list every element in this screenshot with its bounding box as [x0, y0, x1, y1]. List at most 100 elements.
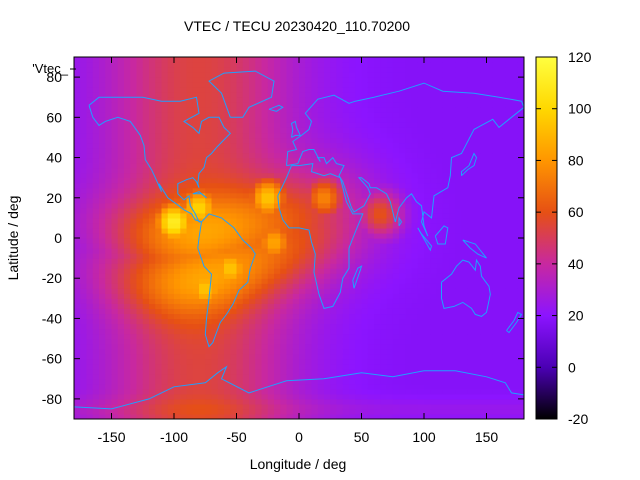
heatmap-cell [255, 383, 263, 390]
heatmap-cell [336, 288, 344, 294]
heatmap-cell [399, 333, 406, 340]
heatmap-cell [242, 222, 250, 229]
heatmap-cell [430, 303, 438, 309]
heatmap-cell [342, 243, 350, 249]
heatmap-cell [74, 122, 81, 128]
heatmap-cell [186, 187, 194, 194]
heatmap-cell [436, 293, 444, 299]
heatmap-cell [217, 97, 225, 103]
heatmap-cell [392, 263, 400, 269]
heatmap-cell [286, 182, 294, 189]
heatmap-cell [142, 353, 150, 360]
heatmap-cell [317, 268, 325, 274]
heatmap-cell [117, 112, 125, 118]
heatmap-cell [255, 57, 263, 63]
heatmap-cell [236, 187, 244, 194]
heatmap-cell [192, 408, 200, 415]
heatmap-cell [317, 393, 325, 400]
heatmap-cell [255, 192, 263, 199]
heatmap-cell [86, 187, 94, 194]
heatmap-cell [111, 263, 119, 269]
heatmap-cell [149, 393, 156, 400]
heatmap-cell [430, 62, 438, 68]
heatmap-cell [292, 147, 300, 154]
heatmap-cell [480, 403, 488, 410]
heatmap-cell [317, 358, 325, 365]
heatmap-cell [155, 413, 163, 419]
heatmap-cell [424, 288, 431, 294]
heatmap-cell [180, 167, 188, 174]
heatmap-cell [255, 117, 263, 123]
heatmap-cell [386, 137, 394, 144]
heatmap-cell [111, 217, 119, 224]
heatmap-cell [130, 182, 138, 189]
heatmap-cell [186, 82, 194, 88]
heatmap-cell [305, 393, 313, 400]
heatmap-cell [430, 77, 438, 83]
heatmap-cell [486, 313, 494, 320]
heatmap-cell [392, 197, 400, 204]
heatmap-cell [74, 373, 81, 380]
heatmap-cell [217, 187, 225, 194]
heatmap-cell [411, 207, 419, 214]
heatmap-cell [405, 87, 413, 93]
heatmap-cell [86, 273, 94, 279]
heatmap-cell [286, 333, 294, 340]
heatmap-cell [280, 102, 288, 108]
heatmap-cell [142, 278, 150, 284]
heatmap-cell [230, 117, 238, 123]
heatmap-cell [311, 67, 319, 73]
heatmap-cell [136, 268, 144, 274]
heatmap-cell [74, 72, 81, 78]
heatmap-cell [236, 92, 244, 98]
heatmap-cell [392, 398, 400, 405]
heatmap-cell [386, 263, 394, 269]
heatmap-cell [242, 107, 250, 113]
heatmap-cell [324, 258, 331, 264]
heatmap-cell [167, 273, 175, 279]
heatmap-cell [161, 227, 169, 234]
heatmap-cell [86, 82, 94, 88]
heatmap-cell [230, 92, 238, 98]
heatmap-cell [86, 398, 94, 405]
heatmap-cell [86, 107, 94, 113]
heatmap-cell [474, 177, 481, 184]
heatmap-cell [224, 72, 231, 78]
heatmap-cell [342, 192, 350, 199]
heatmap-cell [230, 97, 238, 103]
heatmap-cell [99, 147, 106, 154]
heatmap-cell [199, 102, 206, 108]
heatmap-cell [305, 92, 313, 98]
heatmap-cell [505, 413, 513, 419]
heatmap-cell [392, 157, 400, 164]
heatmap-cell [367, 212, 375, 219]
heatmap-cell [442, 62, 450, 68]
heatmap-cell [374, 288, 381, 294]
heatmap-cell [174, 72, 181, 78]
heatmap-cell [467, 207, 475, 214]
heatmap-cell [367, 187, 375, 194]
heatmap-cell [430, 378, 438, 385]
heatmap-cell [261, 243, 269, 249]
heatmap-cell [499, 293, 506, 299]
heatmap-cell [436, 217, 444, 224]
heatmap-cell [467, 112, 475, 118]
heatmap-cell [399, 77, 406, 83]
heatmap-cell [217, 383, 225, 390]
heatmap-cell [442, 197, 450, 204]
heatmap-cell [111, 313, 119, 320]
heatmap-cell [255, 408, 263, 415]
heatmap-cell [124, 343, 131, 350]
heatmap-cell [236, 393, 244, 400]
heatmap-cell [361, 263, 369, 269]
heatmap-cell [286, 398, 294, 405]
heatmap-cell [411, 197, 419, 204]
heatmap-cell [99, 197, 106, 204]
heatmap-cell [380, 323, 388, 330]
heatmap-cell [349, 92, 356, 98]
heatmap-cell [442, 182, 450, 189]
heatmap-cell [105, 268, 113, 274]
heatmap-cell [192, 353, 200, 360]
heatmap-cell [505, 358, 513, 365]
heatmap-cell [336, 97, 344, 103]
